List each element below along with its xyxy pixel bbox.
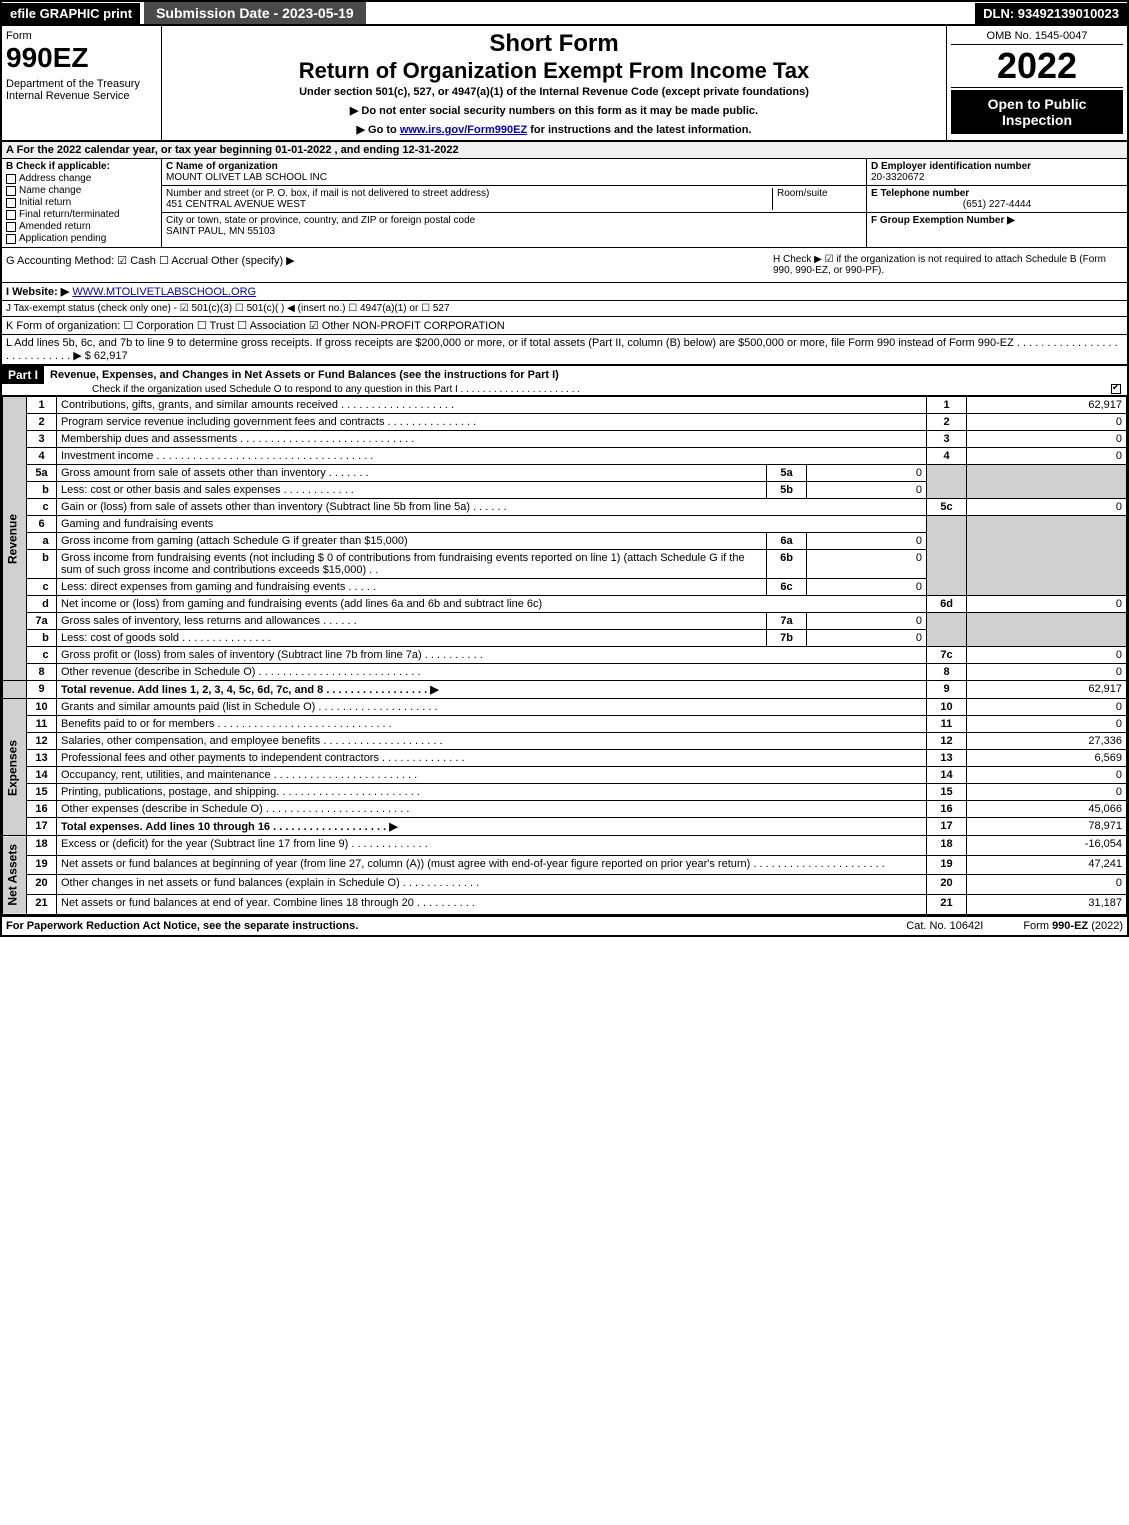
website-link[interactable]: WWW.MTOLIVETLABSCHOOL.ORG [72,286,256,298]
cat-no: Cat. No. 10642I [906,920,983,932]
under-section: Under section 501(c), 527, or 4947(a)(1)… [166,86,942,98]
line-k: K Form of organization: ☐ Corporation ☐ … [2,316,1127,334]
schedule-b-check: H Check ▶ ☑ if the organization is not r… [773,254,1123,276]
no-ssn-note: ▶ Do not enter social security numbers o… [166,104,942,117]
form-number: 990EZ [6,42,157,74]
department-label: Department of the Treasury Internal Reve… [6,78,157,102]
room-label: Room/suite [772,188,862,210]
org-name: MOUNT OLIVET LAB SCHOOL INC [166,172,862,183]
section-c: C Name of organization MOUNT OLIVET LAB … [162,159,867,247]
short-form-title: Short Form [166,30,942,58]
ein-value: 20-3320672 [871,172,1123,183]
line-l: L Add lines 5b, 6c, and 7b to line 9 to … [2,334,1127,364]
chk-initial[interactable] [6,198,16,208]
line-i: I Website: ▶ WWW.MTOLIVETLABSCHOOL.ORG [2,282,1127,300]
group-exempt-label: F Group Exemption Number ▶ [871,215,1123,226]
website-label: I Website: ▶ [6,286,69,298]
lines-table: Revenue 1 Contributions, gifts, grants, … [2,396,1127,915]
phone-value: (651) 227-4444 [871,199,1123,210]
netassets-side-label: Net Assets [3,836,27,915]
open-inspection: Open to Public Inspection [951,90,1123,134]
section-a: A For the 2022 calendar year, or tax yea… [2,142,1127,159]
header-right: OMB No. 1545-0047 2022 Open to Public In… [947,26,1127,140]
ein-label: D Employer identification number [871,161,1123,172]
dln-label: DLN: 93492139010023 [975,3,1127,24]
return-title: Return of Organization Exempt From Incom… [166,58,942,84]
chk-address[interactable] [6,174,16,184]
accounting-method: G Accounting Method: ☑ Cash ☐ Accrual Ot… [6,254,773,276]
irs-link[interactable]: www.irs.gov/Form990EZ [400,124,527,136]
chk-amended[interactable] [6,222,16,232]
city-value: SAINT PAUL, MN 55103 [166,226,275,237]
sections-def: D Employer identification number 20-3320… [867,159,1127,247]
line-g-h: G Accounting Method: ☑ Cash ☐ Accrual Ot… [2,248,1127,282]
paperwork-notice: For Paperwork Reduction Act Notice, see … [6,920,358,932]
part-1-title: Revenue, Expenses, and Changes in Net As… [44,367,565,383]
tax-year: 2022 [951,45,1123,88]
sections-bcdef: B Check if applicable: Address change Na… [2,159,1127,248]
addr-value: 451 CENTRAL AVENUE WEST [166,199,306,210]
city-label: City or town, state or province, country… [166,215,475,226]
part-1-label: Part I [2,366,44,384]
schedule-o-check: Check if the organization used Schedule … [2,384,1127,396]
form-ref: Form 990-EZ (2022) [1023,920,1123,932]
chk-final[interactable] [6,210,16,220]
addr-label: Number and street (or P. O. box, if mail… [166,188,489,199]
goto-note: ▶ Go to www.irs.gov/Form990EZ for instru… [166,123,942,136]
section-b-title: B Check if applicable: [6,161,157,172]
header-mid: Short Form Return of Organization Exempt… [162,26,947,140]
efile-label: efile GRAPHIC print [2,3,140,24]
top-bar: efile GRAPHIC print Submission Date - 20… [2,2,1127,26]
name-label: C Name of organization [166,161,862,172]
form-header: Form 990EZ Department of the Treasury In… [2,26,1127,142]
omb-number: OMB No. 1545-0047 [951,30,1123,45]
chk-name[interactable] [6,186,16,196]
phone-label: E Telephone number [871,188,1123,199]
chk-pending[interactable] [6,234,16,244]
line-j: J Tax-exempt status (check only one) - ☑… [2,300,1127,316]
part-1-header: Part I Revenue, Expenses, and Changes in… [2,364,1127,384]
expenses-side-label: Expenses [3,699,27,836]
submission-date: Submission Date - 2023-05-19 [144,2,366,24]
form-label: Form [6,30,157,42]
header-left: Form 990EZ Department of the Treasury In… [2,26,162,140]
chk-schedule-o[interactable] [1111,384,1121,394]
section-b: B Check if applicable: Address change Na… [2,159,162,247]
revenue-side-label: Revenue [3,397,27,681]
footer: For Paperwork Reduction Act Notice, see … [2,915,1127,935]
form-container: efile GRAPHIC print Submission Date - 20… [0,0,1129,937]
